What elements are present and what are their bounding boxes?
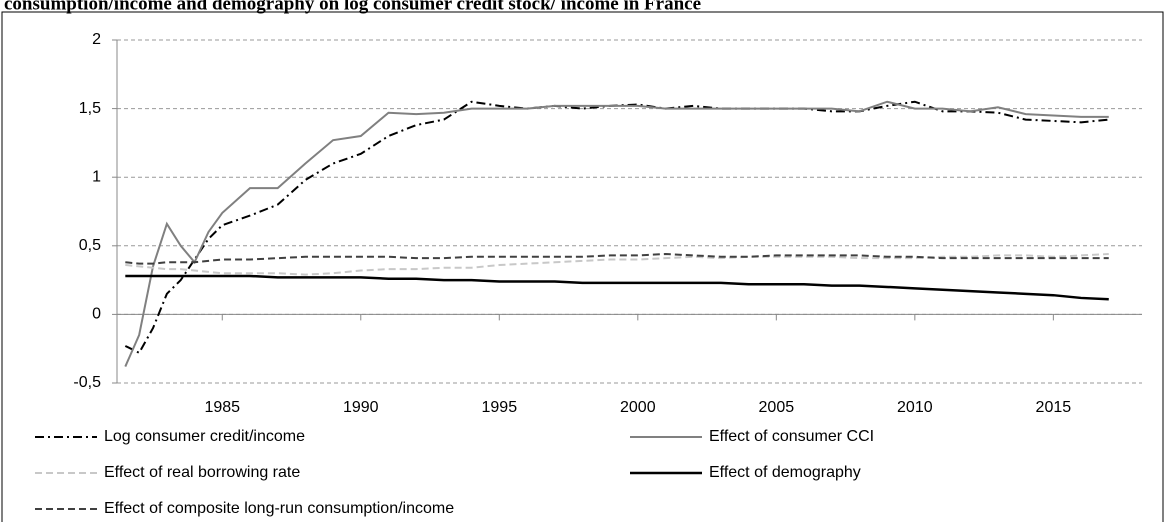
y-tick-label: 0,5 <box>79 237 101 254</box>
series-line <box>124 100 1109 367</box>
y-tick-label: 2 <box>92 31 101 48</box>
x-tick-label: 2005 <box>759 399 795 416</box>
x-tick-label: 2010 <box>897 399 933 416</box>
chart-frame <box>1 11 1164 522</box>
y-tick-label: 0 <box>92 306 101 323</box>
x-tick-label: 1995 <box>482 399 518 416</box>
legend-label: Effect of consumer CCI <box>709 428 874 445</box>
y-tick-label: 1 <box>92 168 101 185</box>
x-tick-label: 1985 <box>204 399 240 416</box>
series-line <box>125 253 1109 265</box>
y-tick-label: -0,5 <box>73 374 101 391</box>
x-tick-label: 2000 <box>620 399 656 416</box>
legend-label: Effect of real borrowing rate <box>104 464 300 481</box>
series-line <box>125 274 1109 301</box>
series-line <box>125 253 1109 276</box>
legend-label: Log consumer credit/income <box>104 428 305 445</box>
legend-label: Effect of demography <box>709 464 861 481</box>
y-tick-label: 1,5 <box>79 100 101 117</box>
legend-label: Effect of composite long-run consumption… <box>104 500 454 517</box>
x-tick-label: 1990 <box>343 399 379 416</box>
series-line <box>124 100 1109 355</box>
x-tick-label: 2015 <box>1036 399 1072 416</box>
chart-title: consumption/income and demography on log… <box>4 0 701 14</box>
